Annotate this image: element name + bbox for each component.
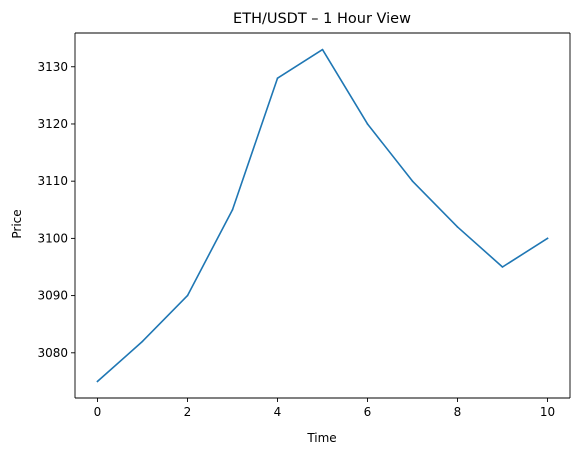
data-point: [96, 380, 99, 383]
y-tick-label: 3090: [37, 289, 68, 303]
x-tick-label: 0: [94, 405, 102, 419]
x-tick-label: 10: [540, 405, 555, 419]
data-point: [366, 123, 369, 125]
data-point: [141, 340, 144, 343]
data-point: [411, 180, 414, 182]
data-point: [231, 208, 234, 211]
x-tick-label: 2: [184, 405, 192, 419]
y-tick-label: 3080: [37, 346, 68, 360]
data-point: [456, 226, 459, 228]
data-point: [321, 48, 324, 51]
x-axis-label: Time: [306, 431, 336, 445]
x-tick-label: 6: [364, 405, 372, 419]
y-tick-label: 3130: [37, 60, 68, 74]
data-point: [276, 77, 279, 79]
y-axis-label: Price: [10, 209, 24, 238]
data-point: [546, 237, 549, 240]
x-tick-label: 4: [274, 405, 282, 419]
data-point: [186, 294, 189, 297]
y-tick-label: 3120: [37, 117, 68, 131]
chart-title: ETH/USDT – 1 Hour View: [233, 11, 411, 27]
data-point: [501, 266, 504, 268]
x-tick-label: 8: [454, 405, 462, 419]
y-tick-label: 3100: [37, 231, 68, 245]
y-tick-label: 3110: [37, 174, 68, 188]
plot-area: 0 2 4 6 8 10 3080 3090 3100 3110 3120 3130: [37, 32, 571, 419]
